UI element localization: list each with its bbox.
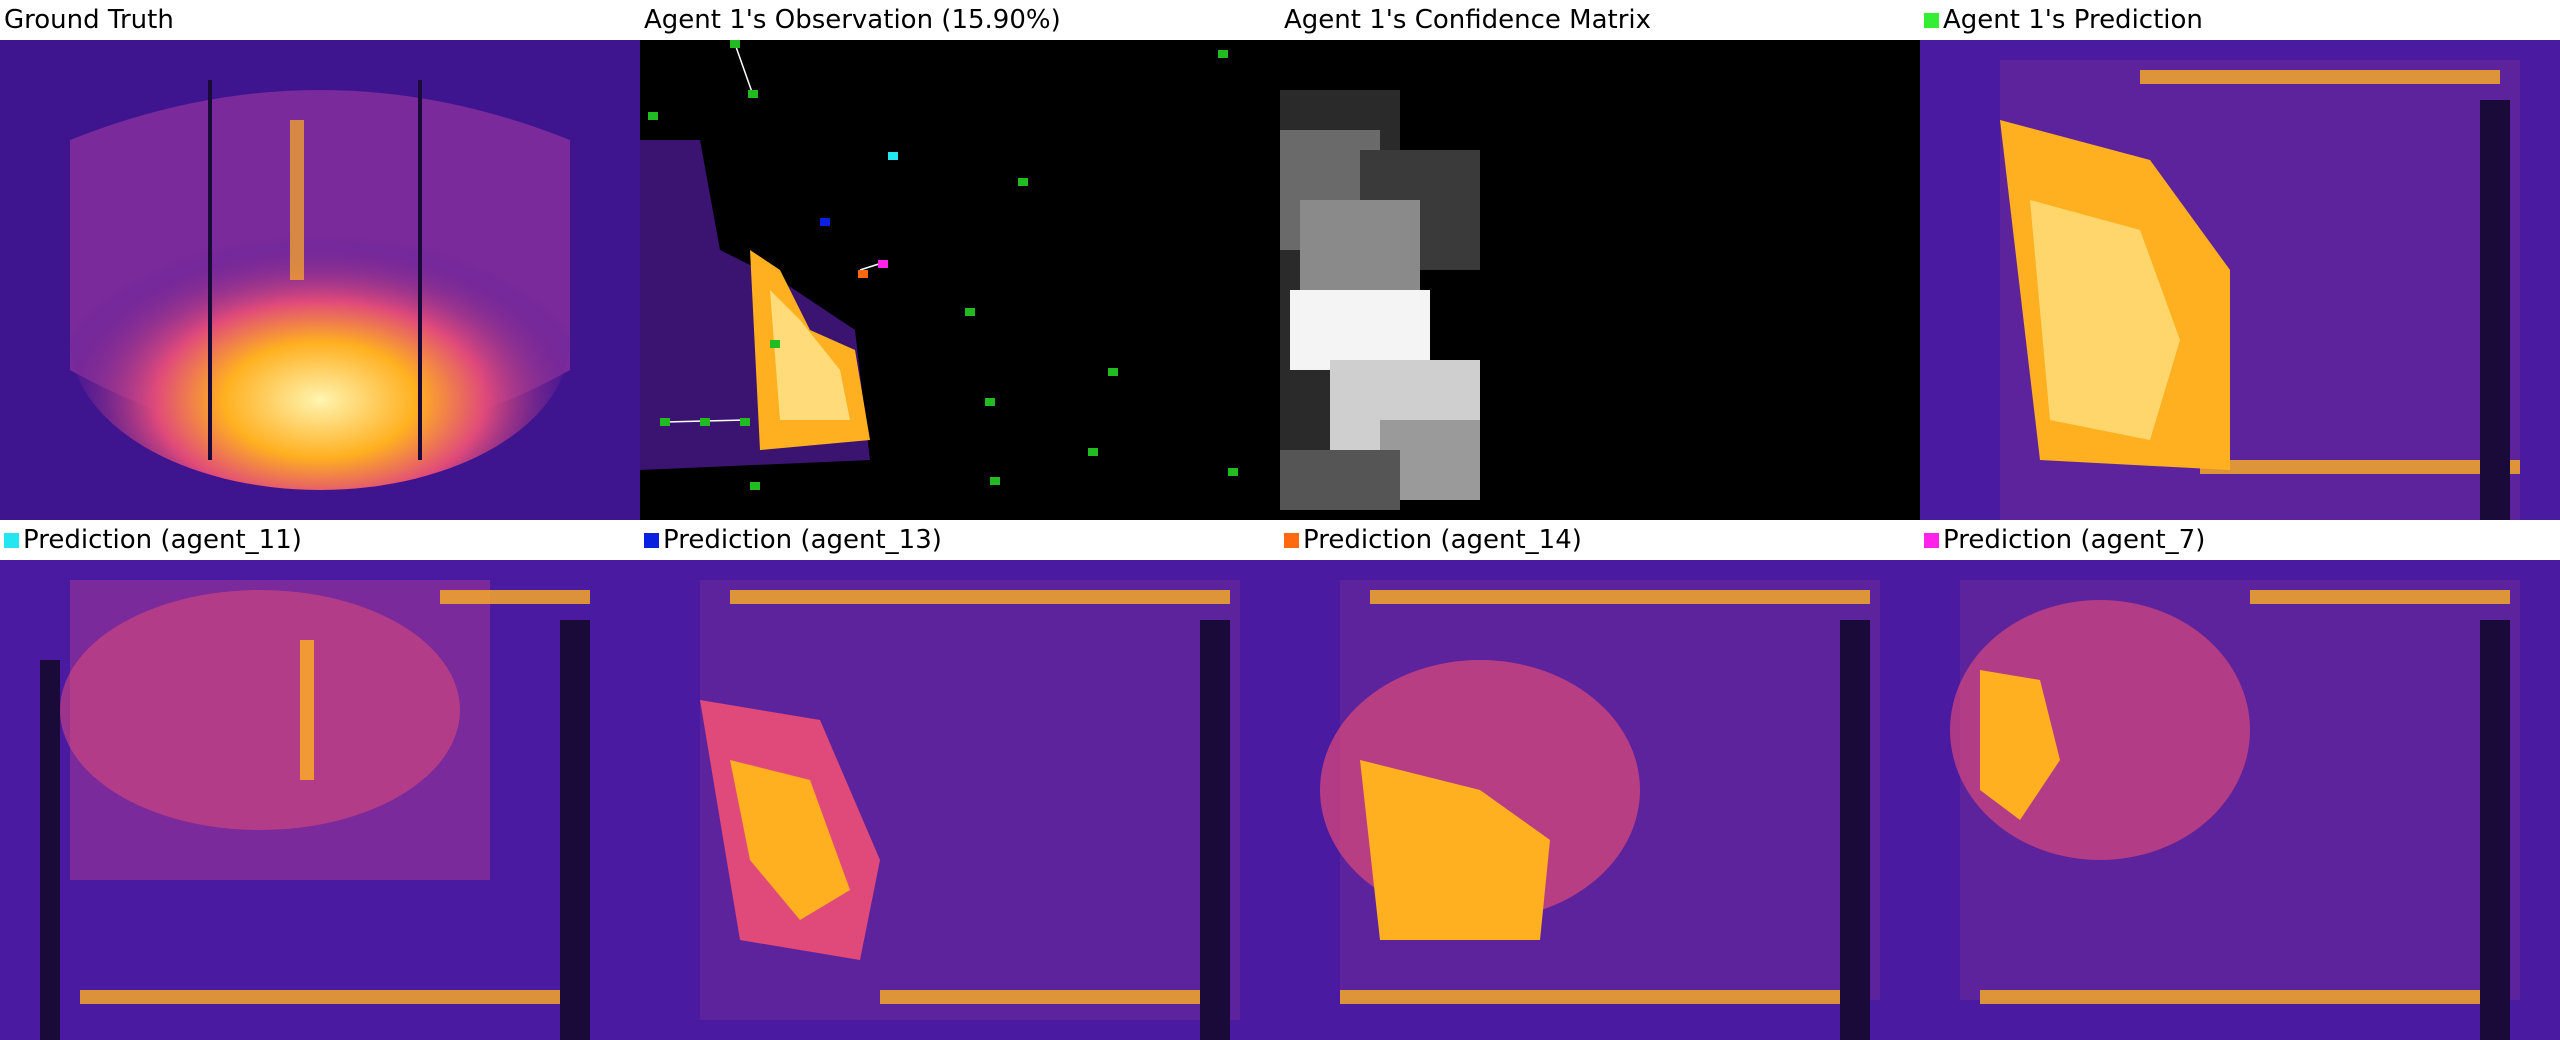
legend-swatch bbox=[644, 532, 659, 548]
panel-observation: Agent 1's Observation (15.90%) bbox=[640, 0, 1280, 520]
ground-truth-heatmap bbox=[0, 40, 640, 520]
panel-ground-truth: Ground Truth bbox=[0, 0, 640, 520]
panel-agent7-prediction: Prediction (agent_7) bbox=[1920, 520, 2560, 1040]
panel-agent11-prediction: Prediction (agent_11) bbox=[0, 520, 640, 1040]
legend-swatch bbox=[1924, 532, 1939, 548]
panel-title: Prediction (agent_13) bbox=[663, 525, 942, 555]
agent7-prediction-map bbox=[1920, 560, 2560, 1040]
agent14-prediction-map bbox=[1280, 560, 1920, 1040]
panel-header: Prediction (agent_7) bbox=[1920, 520, 2560, 560]
panel-header: Prediction (agent_13) bbox=[640, 520, 1280, 560]
panel-agent14-prediction: Prediction (agent_14) bbox=[1280, 520, 1920, 1040]
panel-agent13-prediction: Prediction (agent_13) bbox=[640, 520, 1280, 1040]
legend-swatch bbox=[1924, 12, 1939, 28]
agent1-prediction-map bbox=[1920, 40, 2560, 520]
panel-header: Prediction (agent_14) bbox=[1280, 520, 1920, 560]
panel-header: Ground Truth bbox=[0, 0, 640, 40]
panel-title: Prediction (agent_7) bbox=[1943, 525, 2206, 555]
legend-swatch bbox=[1284, 532, 1299, 548]
legend-swatch bbox=[4, 532, 19, 548]
panel-agent1-prediction: Agent 1's Prediction bbox=[1920, 0, 2560, 520]
panel-header: Agent 1's Observation (15.90%) bbox=[640, 0, 1280, 40]
agent-marker bbox=[730, 40, 740, 48]
panel-title: Agent 1's Observation (15.90%) bbox=[644, 5, 1061, 35]
panel-header: Agent 1's Prediction bbox=[1920, 0, 2560, 40]
agent13-prediction-map bbox=[640, 560, 1280, 1040]
panel-title: Prediction (agent_14) bbox=[1303, 525, 1582, 555]
panel-header: Prediction (agent_11) bbox=[0, 520, 640, 560]
panel-title: Agent 1's Confidence Matrix bbox=[1284, 5, 1652, 35]
panel-title: Agent 1's Prediction bbox=[1943, 5, 2203, 35]
panel-title: Ground Truth bbox=[4, 5, 174, 35]
confidence-matrix-map bbox=[1280, 40, 1920, 520]
panel-confidence-matrix: Agent 1's Confidence Matrix bbox=[1280, 0, 1920, 520]
agent11-prediction-map bbox=[0, 560, 640, 1040]
observation-map bbox=[640, 40, 1280, 520]
panel-title: Prediction (agent_11) bbox=[23, 525, 302, 555]
panel-header: Agent 1's Confidence Matrix bbox=[1280, 0, 1920, 40]
